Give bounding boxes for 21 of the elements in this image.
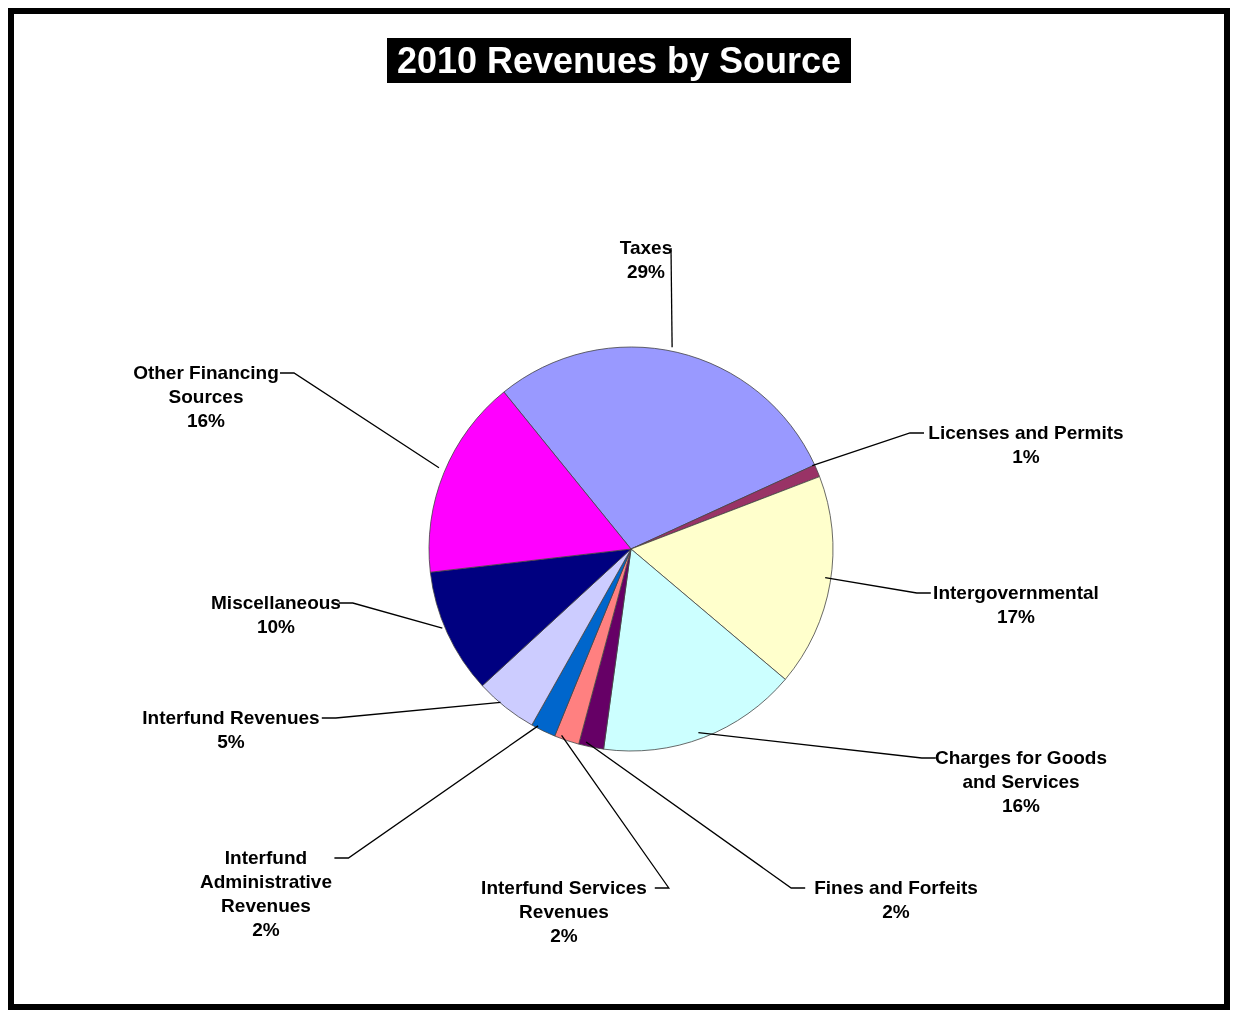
data-label: 16% [186, 410, 226, 431]
slice-label: Interfund Administrative Revenues [200, 847, 332, 916]
slice-label: Miscellaneous [211, 592, 341, 613]
data-label: 17% [996, 606, 1036, 627]
slice-label: Charges for Goods and Services [934, 747, 1108, 792]
data-label: 16% [1001, 795, 1041, 816]
slice-label: Taxes [619, 237, 673, 258]
slice-label: Fines and Forfeits [814, 877, 978, 898]
data-label: 2% [882, 901, 910, 922]
data-label: 2% [550, 925, 578, 946]
data-label: 10% [256, 616, 296, 637]
slice-label: Intergovernmental [933, 582, 1099, 603]
slice-label: Interfund Revenues [142, 707, 320, 728]
data-label: 5% [217, 731, 245, 752]
slice-label: Licenses and Permits [928, 422, 1124, 443]
data-label: 29% [626, 261, 666, 282]
data-label: 1% [1012, 446, 1040, 467]
chart-title: 2010 Revenues by Source [386, 38, 852, 83]
slice-label: Other Financing Sources [133, 362, 279, 407]
data-label: 2% [252, 919, 280, 940]
slice-label: Interfund Services Revenues [481, 877, 647, 922]
